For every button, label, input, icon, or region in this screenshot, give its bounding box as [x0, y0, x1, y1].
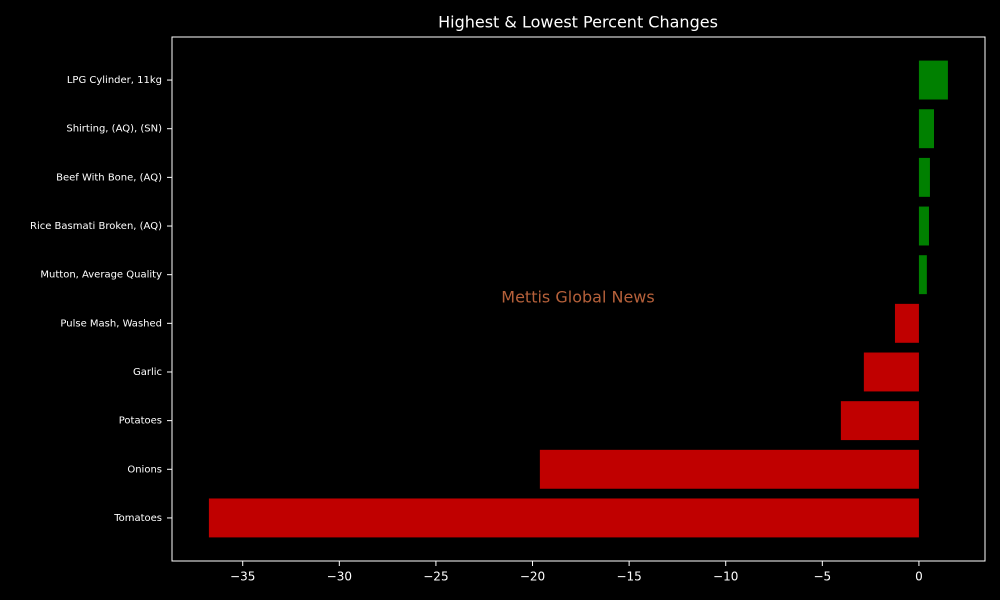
- x-tick-label: −20: [520, 570, 545, 584]
- bar: [918, 255, 927, 295]
- x-tick-label: 0: [915, 570, 923, 584]
- bar: [208, 498, 919, 538]
- y-tick-label: Pulse Mash, Washed: [60, 318, 162, 329]
- bar: [918, 206, 929, 246]
- y-tick-label: Beef With Bone, (AQ): [56, 172, 162, 183]
- plot-frame: [171, 36, 986, 562]
- bar: [918, 157, 930, 197]
- y-tick-label: Shirting, (AQ), (SN): [66, 124, 162, 135]
- bar: [918, 60, 948, 100]
- chart-title: Highest & Lowest Percent Changes: [438, 13, 718, 32]
- x-tick-label: −30: [327, 570, 352, 584]
- y-tick-label: Potatoes: [119, 416, 162, 427]
- x-tick-label: −35: [230, 570, 255, 584]
- x-tick-label: −5: [813, 570, 831, 584]
- x-tick-label: −25: [423, 570, 448, 584]
- bar: [840, 401, 919, 441]
- y-tick-label: Rice Basmati Broken, (AQ): [30, 221, 162, 232]
- bar: [863, 352, 919, 392]
- y-tick-label: Garlic: [133, 367, 162, 378]
- bar: [539, 449, 919, 489]
- bar: [894, 303, 919, 343]
- bar: [918, 109, 934, 149]
- y-tick-label: Tomatoes: [113, 513, 162, 524]
- y-tick-label: LPG Cylinder, 11kg: [67, 75, 162, 86]
- x-tick-label: −15: [616, 570, 641, 584]
- y-tick-label: Onions: [127, 464, 162, 475]
- x-tick-label: −10: [713, 570, 738, 584]
- y-tick-label: Mutton, Average Quality: [40, 270, 162, 281]
- watermark: Mettis Global News: [501, 288, 654, 307]
